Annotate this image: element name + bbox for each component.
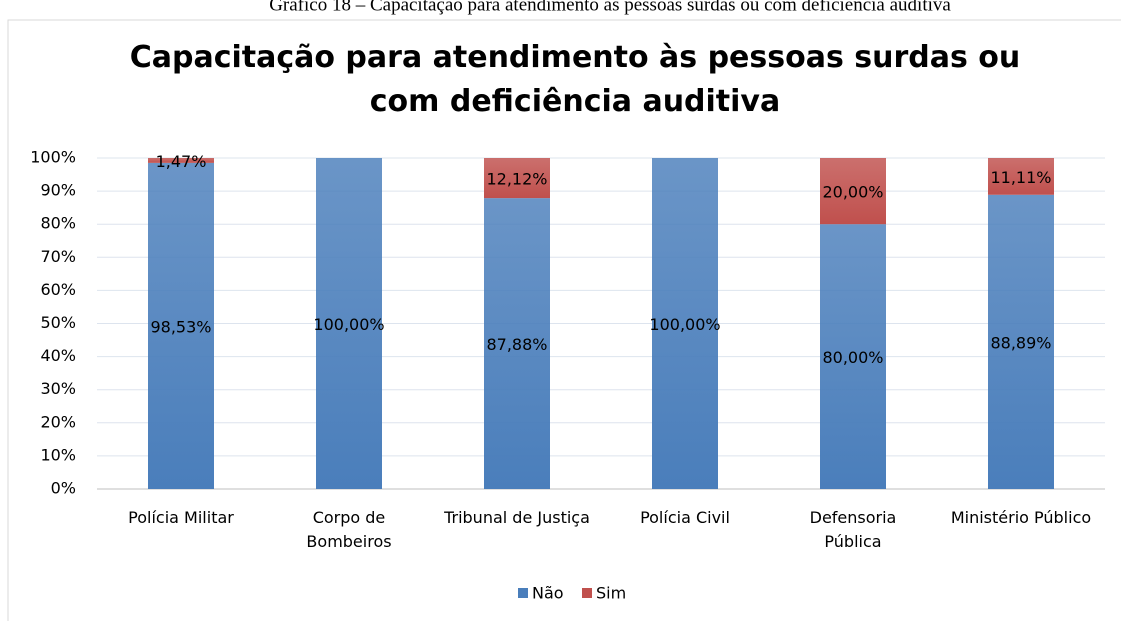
data-label: 87,88% <box>486 335 547 354</box>
y-tick-label: 60% <box>40 280 76 299</box>
y-tick-label: 70% <box>40 247 76 266</box>
bar-segment <box>988 158 1054 195</box>
y-tick-label: 90% <box>40 181 76 200</box>
y-tick-label: 80% <box>40 214 76 233</box>
y-tick-label: 100% <box>30 148 76 167</box>
bar-segment <box>148 162 214 489</box>
caption: Gráfico 18 – Capacitação para atendiment… <box>269 0 951 15</box>
data-label: 11,11% <box>990 168 1051 187</box>
data-label: 100,00% <box>649 315 720 334</box>
y-tick-label: 0% <box>51 479 76 498</box>
bar-segment <box>820 158 886 225</box>
x-tick-label: Tribunal de Justiça <box>444 508 590 527</box>
x-tick-label: Ministério Público <box>950 508 1092 527</box>
x-tick-label: Defensoria Pública <box>809 508 897 551</box>
chart-title: Capacitação para atendimento às pessoas … <box>130 40 1021 119</box>
legend-swatch <box>518 588 528 598</box>
y-tick-label: 40% <box>40 346 76 365</box>
y-tick-label: 10% <box>40 445 76 464</box>
data-label: 80,00% <box>822 348 883 367</box>
bar-segment <box>484 158 550 199</box>
chart-border <box>7 19 1121 621</box>
data-label: 100,00% <box>313 315 384 334</box>
x-tick-label: Corpo de Bombeiros <box>306 508 392 551</box>
legend-swatch <box>582 588 592 598</box>
bar-segment <box>316 158 382 489</box>
x-tick-label: Polícia Militar <box>128 508 234 527</box>
bar-segment <box>820 224 886 489</box>
x-tick-label: Polícia Civil <box>640 508 730 527</box>
bar-segment <box>484 198 550 490</box>
y-tick-label: 50% <box>40 313 76 332</box>
bar-segment <box>148 158 214 163</box>
data-label: 1,47% <box>156 152 207 171</box>
y-tick-label: 30% <box>40 379 76 398</box>
data-label: 98,53% <box>150 317 211 336</box>
bar-segment <box>988 194 1054 489</box>
data-label: 12,12% <box>486 170 547 189</box>
bar-segment <box>652 158 718 489</box>
data-label: 88,89% <box>990 333 1051 352</box>
legend-label: Sim <box>596 584 626 603</box>
y-tick-label: 20% <box>40 412 76 431</box>
legend-label: Não <box>532 584 564 603</box>
data-label: 20,00% <box>822 183 883 202</box>
